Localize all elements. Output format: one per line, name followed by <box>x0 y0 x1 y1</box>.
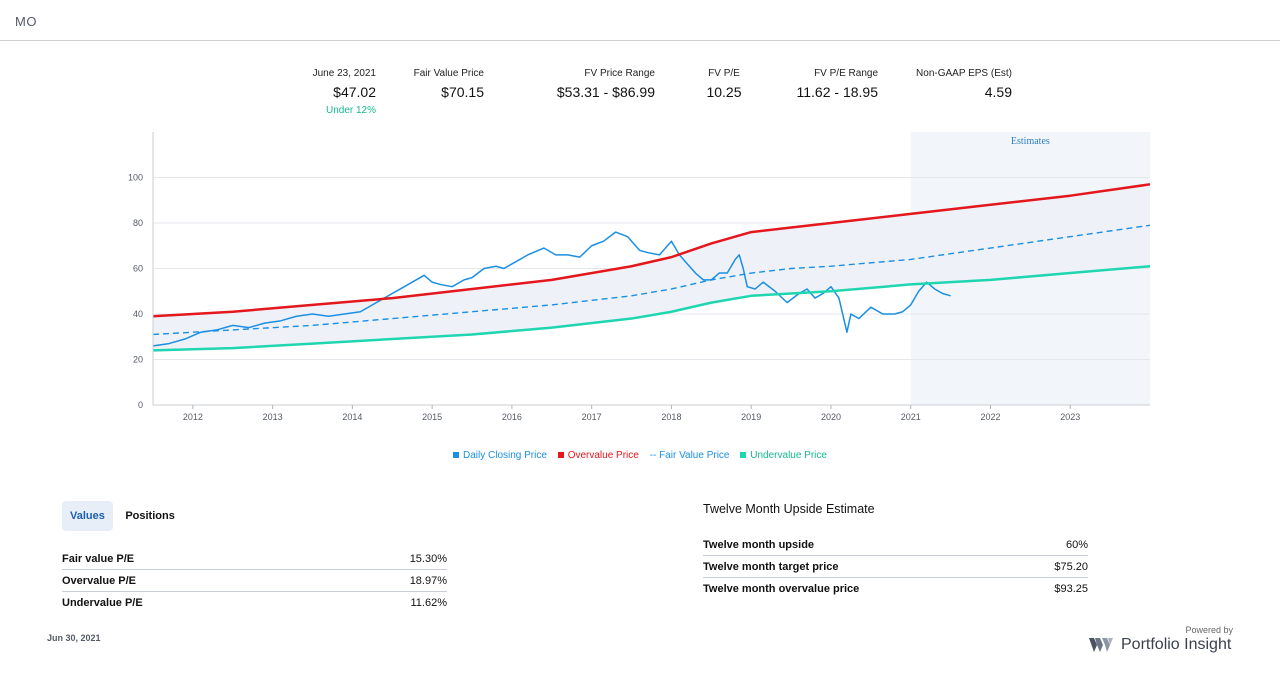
x-tick-label: 2015 <box>422 412 442 422</box>
fv-range-value: $53.31 - $86.99 <box>545 84 655 100</box>
legend-daily-price[interactable]: Daily Closing Price <box>453 450 547 461</box>
brand-logo[interactable]: Portfolio Insight <box>1089 636 1231 654</box>
legend-over-swatch <box>557 452 564 459</box>
row-label: Twelve month overvalue price <box>703 582 860 595</box>
row-label: Twelve month target price <box>703 560 839 573</box>
x-tick-label: 2016 <box>502 412 522 422</box>
y-tick-label: 60 <box>133 264 143 274</box>
legend-fair-value-price[interactable]: -- Fair Value Price <box>650 450 730 461</box>
footer-date: Jun 30, 2021 <box>47 633 101 643</box>
fv-pe-range-low: 11.62 <box>796 84 831 100</box>
x-tick-label: 2023 <box>1060 412 1080 422</box>
fair-value-label: Fair Value Price <box>413 68 484 79</box>
fv-pe-range-label: FV P/E Range <box>814 68 878 79</box>
x-tick-label: 2018 <box>661 412 681 422</box>
price-date-label: June 23, 2021 <box>312 68 376 79</box>
stat-fv-range: FV Price Range $53.31 - $86.99 <box>545 68 655 100</box>
table-row: Overvalue P/E 18.97% <box>62 570 447 592</box>
table-row: Twelve month overvalue price $93.25 <box>703 578 1088 599</box>
tab-values[interactable]: Values <box>62 501 113 531</box>
price-note: Under 12% <box>325 105 376 116</box>
ticker-symbol: MO <box>15 14 37 29</box>
table-row: Undervalue P/E 11.62% <box>62 592 447 613</box>
legend-daily-label: Daily Closing Price <box>463 450 547 461</box>
legend-under-swatch <box>740 452 747 459</box>
x-tick-label: 2021 <box>901 412 921 422</box>
fv-pe-range-value: 11.62 - 18.95 <box>790 84 879 100</box>
series-line-overvalue-price <box>152 183 1151 318</box>
fair-value: $70.15 <box>441 84 484 100</box>
upside-title: Twelve Month Upside Estimate <box>703 502 875 516</box>
row-value: 60% <box>1065 538 1088 551</box>
x-tick-label: 2012 <box>183 412 203 422</box>
x-tick-label: 2013 <box>263 412 283 422</box>
x-tick-label: 2014 <box>342 412 362 422</box>
x-tick-label: 2019 <box>741 412 761 422</box>
row-value: $75.20 <box>1054 560 1088 573</box>
table-row: Twelve month target price $75.20 <box>703 556 1088 578</box>
series-lines <box>152 183 1151 352</box>
legend-overvalue-price[interactable]: Overvalue Price <box>557 450 639 461</box>
stat-fv-pe-range: FV P/E Range 11.62 - 18.95 <box>790 68 879 100</box>
series-line-fair-value-price <box>152 224 1151 336</box>
stat-price: June 23, 2021 $47.02 Under 12% <box>300 68 376 116</box>
fv-range-label: FV Price Range <box>584 68 655 79</box>
x-tick-label: 2017 <box>582 412 602 422</box>
stat-fair-value: Fair Value Price $70.15 <box>410 68 484 100</box>
current-price: $47.02 <box>333 84 376 100</box>
fv-range-high: $86.99 <box>612 84 655 100</box>
fv-pe-value: 10.25 <box>706 84 742 100</box>
row-value: 18.97% <box>409 574 447 587</box>
legend-fair-label: Fair Value Price <box>659 450 730 461</box>
eps-label: Non-GAAP EPS (Est) <box>916 68 1012 79</box>
row-label: Fair value P/E <box>62 552 135 565</box>
row-label: Twelve month upside <box>703 538 815 551</box>
stat-fv-pe: FV P/E 10.25 <box>694 68 754 100</box>
chart-legend: Daily Closing Price Overvalue Price -- F… <box>0 450 1280 461</box>
tab-positions[interactable]: Positions <box>125 510 175 522</box>
legend-fair-dash: -- <box>649 450 657 461</box>
fv-pe-range-sep: - <box>834 84 840 100</box>
table-row: Twelve month upside 60% <box>703 534 1088 556</box>
legend-undervalue-price[interactable]: Undervalue Price <box>740 450 827 461</box>
row-value: 15.30% <box>409 552 447 565</box>
y-tick-label: 40 <box>133 309 143 319</box>
fv-pe-label: FV P/E <box>708 68 740 79</box>
legend-daily-swatch <box>453 452 459 459</box>
y-axis-ticks: 0 20 40 60 80 100 <box>128 173 143 411</box>
fair-value-band <box>153 184 1150 351</box>
x-tick-label: 2022 <box>980 412 1000 422</box>
portfolio-insight-logo-icon <box>1089 638 1113 652</box>
powered-by-label: Powered by <box>1185 625 1233 635</box>
upside-table: Twelve month upside 60% Twelve month tar… <box>703 534 1088 599</box>
estimates-label: Estimates <box>1011 136 1050 147</box>
tab-bar: Values Positions <box>62 501 183 531</box>
series-line-daily-closing-price <box>152 231 951 347</box>
y-tick-label: 20 <box>133 355 143 365</box>
fv-pe-range-high: 18.95 <box>842 84 878 100</box>
row-label: Overvalue P/E <box>62 574 136 587</box>
y-tick-label: 0 <box>138 400 143 410</box>
legend-under-label: Undervalue Price <box>750 450 827 461</box>
legend-over-label: Overvalue Price <box>567 450 639 461</box>
fv-range-sep: - <box>603 84 609 100</box>
fv-range-low: $53.31 <box>556 84 600 100</box>
row-label: Undervalue P/E <box>62 596 143 609</box>
brand-name: Portfolio Insight <box>1121 636 1232 653</box>
row-value: $93.25 <box>1054 582 1088 595</box>
eps-value: 4.59 <box>984 84 1012 100</box>
x-axis-ticks: 2012 2013 2014 2015 2016 2017 2018 2019 2020 2021… <box>183 405 1080 422</box>
stat-eps: Non-GAAP EPS (Est) 4.59 <box>900 68 1012 100</box>
y-tick-label: 100 <box>128 173 143 183</box>
row-value: 11.62% <box>410 596 448 609</box>
series-line-undervalue-price <box>152 264 1151 352</box>
y-tick-label: 80 <box>133 218 143 228</box>
values-table: Fair value P/E 15.30% Overvalue P/E 18.9… <box>62 548 447 613</box>
x-tick-label: 2020 <box>821 412 841 422</box>
top-bar: MO <box>0 0 1280 41</box>
table-row: Fair value P/E 15.30% <box>62 548 447 570</box>
